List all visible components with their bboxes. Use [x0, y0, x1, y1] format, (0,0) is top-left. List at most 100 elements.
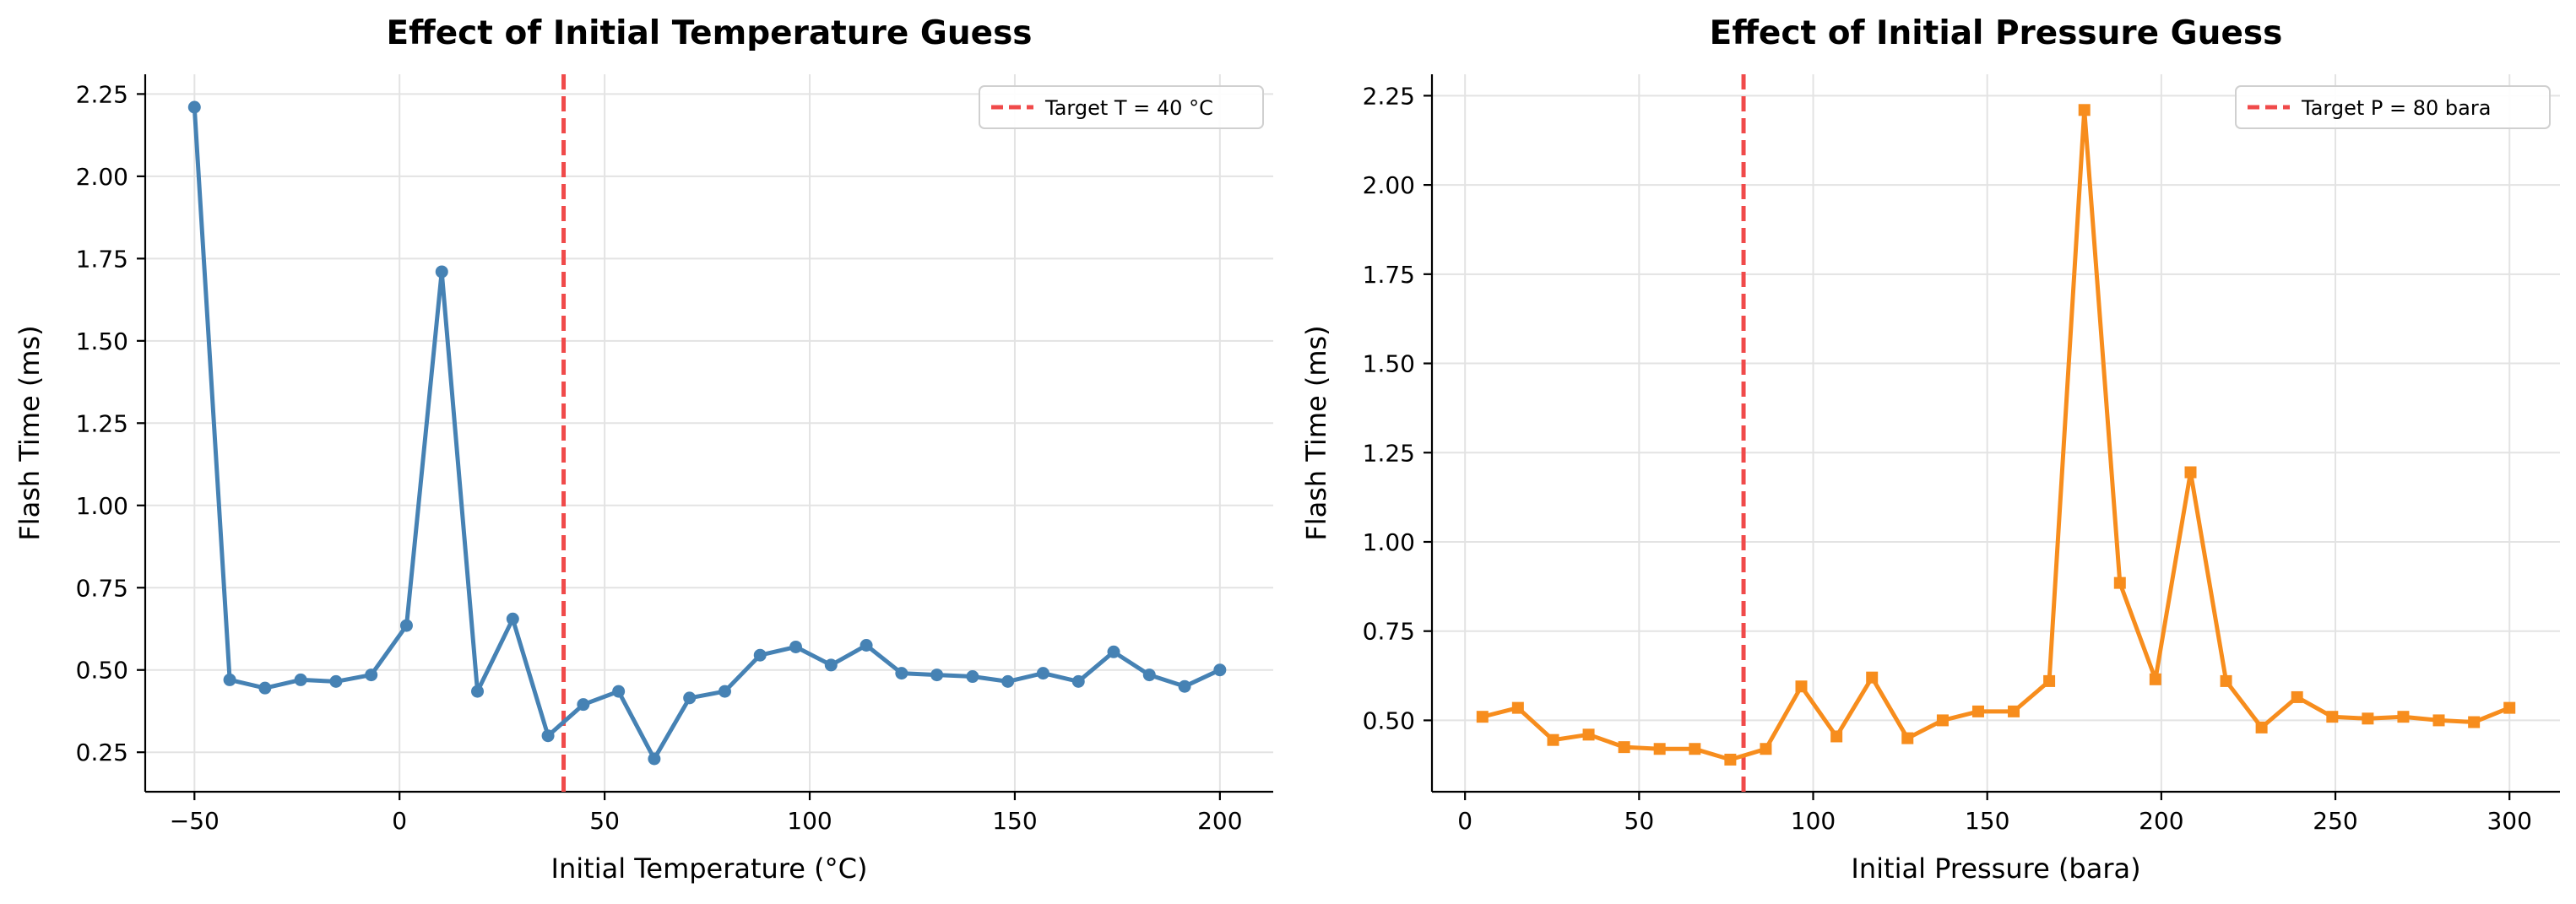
pres-y-tick-label: 1.75	[1363, 261, 1415, 289]
pres-data-point	[1760, 743, 1772, 755]
pres-data-point	[2432, 714, 2445, 727]
temp-y-tick-label: 1.50	[76, 327, 128, 355]
pres-y-tick-label: 0.75	[1363, 618, 1415, 646]
temp-y-axis-label: Flash Time (ms)	[14, 325, 46, 540]
pres-data-point	[2078, 104, 2091, 116]
temp-y-tick-label: 1.25	[76, 409, 128, 437]
pres-data-point	[1830, 730, 1843, 743]
pres-x-tick-label: 150	[1965, 807, 2009, 835]
pres-data-point	[2184, 466, 2197, 479]
pres-y-tick-label: 1.50	[1363, 350, 1415, 378]
pres-y-axis-label: Flash Time (ms)	[1300, 325, 1332, 540]
pres-data-point	[1582, 728, 1595, 741]
temp-x-tick-label: 0	[392, 807, 407, 835]
temp-data-point	[895, 667, 908, 680]
temp-y-tick-label: 1.00	[76, 492, 128, 520]
pres-legend: Target P = 80 bara	[2235, 85, 2551, 129]
pres-x-tick-label: 100	[1791, 807, 1836, 835]
temp-data-point	[187, 100, 201, 114]
pres-data-point	[1724, 753, 1737, 766]
pres-data-point	[2362, 712, 2374, 725]
temp-y-tick-label: 0.25	[76, 739, 128, 766]
temp-data-point	[1036, 667, 1049, 680]
pres-data-point	[2291, 690, 2303, 703]
temp-data-point	[860, 638, 873, 652]
pres-data-point	[1476, 711, 1489, 723]
pres-data-point	[2468, 716, 2481, 728]
pres-y-tick-label: 1.25	[1363, 439, 1415, 467]
pres-x-tick-label: 300	[2487, 807, 2531, 835]
temp-legend: Target T = 40 °C	[979, 85, 1264, 129]
temp-x-tick-label: 50	[589, 807, 620, 835]
temp-data-point	[753, 648, 767, 662]
pres-data-point	[2113, 577, 2126, 589]
pres-data-point	[2397, 711, 2410, 723]
temp-data-point	[930, 669, 944, 682]
temp-x-axis-label: Initial Temperature (°C)	[551, 853, 868, 885]
temp-chart: −50 0 50 100 150 200 0.25 0.50 0.75 1.00 1.25 1.50 1…	[14, 14, 1273, 885]
temp-data-point	[365, 669, 378, 682]
temp-data-point	[577, 698, 590, 712]
temp-data-point	[1071, 674, 1085, 688]
temp-data-point	[1001, 674, 1015, 688]
temp-y-tick-label: 1.75	[76, 245, 128, 273]
pres-data-point	[2220, 674, 2232, 687]
pres-data-point	[2503, 701, 2516, 714]
temp-data-point	[1142, 669, 1156, 682]
pres-legend-box	[2235, 85, 2551, 129]
pres-data-point	[2008, 705, 2020, 717]
pres-y-tick-label: 0.50	[1363, 706, 1415, 734]
temp-data-point	[683, 691, 697, 705]
temp-y-tick-label: 2.25	[76, 80, 128, 108]
temp-x-tick-label: 200	[1197, 807, 1242, 835]
pres-data-point	[1618, 741, 1630, 754]
pres-y-tick-label: 2.00	[1363, 171, 1415, 199]
temp-data-point	[612, 685, 626, 698]
temp-data-point	[506, 612, 519, 625]
temp-y-tick-label: 0.50	[76, 657, 128, 685]
temp-x-tick-label: −50	[170, 807, 220, 835]
temp-data-point	[471, 685, 485, 698]
pres-y-tick-label: 2.25	[1363, 82, 1415, 110]
pres-y-tick-label: 1.00	[1363, 528, 1415, 556]
pres-data-point	[2255, 721, 2268, 733]
temp-data-point	[1107, 645, 1120, 658]
temp-chart-title: Effect of Initial Temperature Guess	[386, 14, 1032, 52]
temp-data-point	[329, 674, 343, 688]
temp-data-point	[648, 752, 661, 766]
temp-data-point	[223, 673, 236, 686]
pres-data-point	[1901, 732, 1914, 744]
temp-data-point	[399, 619, 413, 632]
pres-data-point	[2326, 711, 2339, 723]
temp-data-point	[718, 685, 731, 698]
pres-x-axis-label: Initial Pressure (bara)	[1851, 853, 2140, 885]
temp-x-tick-label: 150	[992, 807, 1037, 835]
pres-data-point	[1795, 680, 1808, 693]
temp-x-tick-label: 100	[787, 807, 832, 835]
pres-chart: 0 50 100 150 200 250 300 0.50 0.75 1.00 1.25 1.50 1.…	[1300, 14, 2560, 885]
pres-x-tick-label: 50	[1624, 807, 1655, 835]
pres-x-tick-label: 250	[2313, 807, 2357, 835]
pres-data-point	[1936, 714, 1949, 727]
temp-data-point	[258, 681, 272, 695]
pres-x-tick-label: 0	[1457, 807, 1472, 835]
temp-y-tick-label: 2.00	[76, 163, 128, 191]
pres-chart-title: Effect of Initial Pressure Guess	[1710, 14, 2283, 52]
temp-data-point	[294, 673, 307, 686]
temp-data-point	[789, 640, 803, 653]
temp-legend-label: Target T = 40 °C	[1044, 96, 1213, 120]
temp-data-point	[1178, 679, 1191, 693]
pres-data-point	[1653, 743, 1666, 755]
pres-x-tick-label: 200	[2139, 807, 2183, 835]
temp-data-point	[966, 670, 979, 684]
pres-data-point	[1511, 701, 1524, 714]
temp-legend-box	[979, 85, 1264, 129]
pres-data-point	[1866, 671, 1879, 684]
temp-data-point	[435, 265, 448, 279]
pres-data-point	[1547, 733, 1559, 746]
temp-data-point	[1213, 663, 1227, 677]
pres-data-point	[1689, 743, 1701, 755]
temp-data-point	[824, 658, 838, 672]
temp-y-tick-label: 0.75	[76, 574, 128, 602]
